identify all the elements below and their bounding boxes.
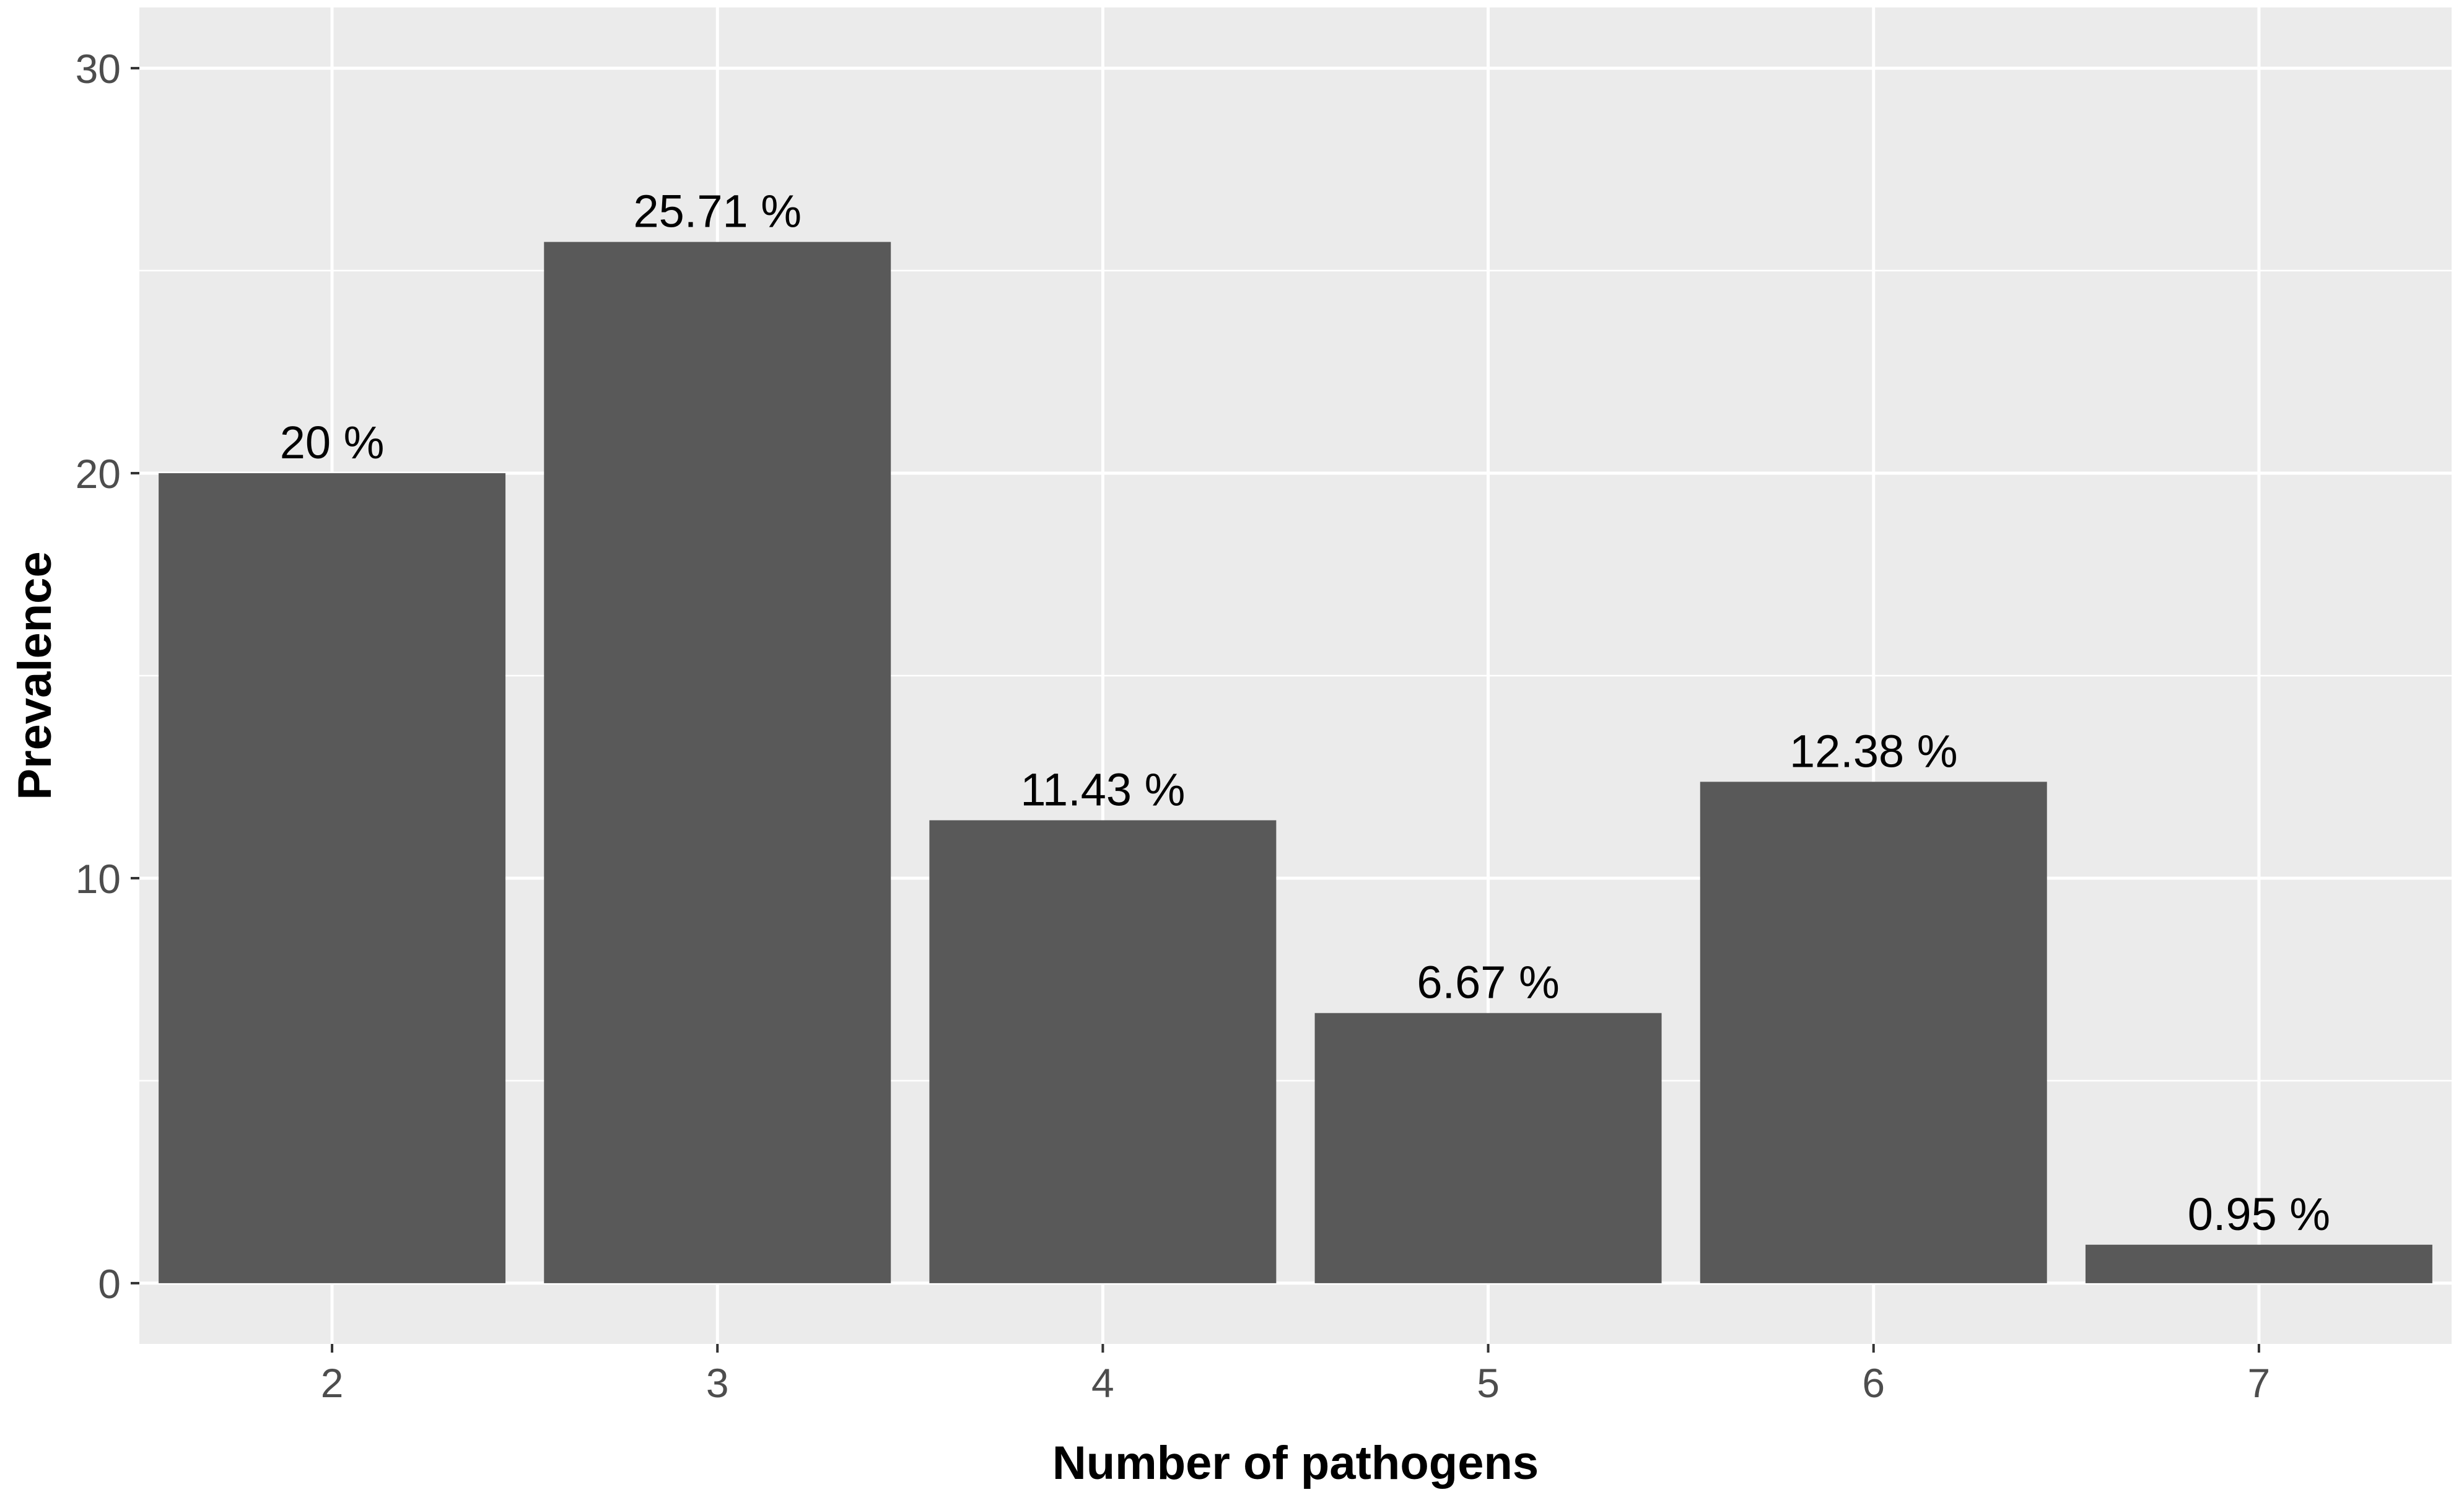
x-tick-label: 5 (1477, 1360, 1500, 1406)
x-tick-label: 3 (706, 1360, 729, 1406)
x-tick-label: 6 (1862, 1360, 1885, 1406)
bar-5 (1314, 1013, 1662, 1283)
y-tick-label: 30 (76, 46, 121, 92)
minor-gridlines (139, 269, 2452, 1082)
x-axis-title: Number of pathogens (1052, 1437, 1539, 1489)
data-label-3: 25.71 % (633, 186, 802, 237)
data-label-4: 11.43 % (1020, 764, 1185, 815)
bar-4 (929, 820, 1277, 1283)
bar-2 (159, 473, 506, 1283)
bar-6 (1700, 782, 2047, 1283)
y-axis: 0 10 20 30 (76, 46, 139, 1307)
x-axis: 2 3 4 5 6 7 (321, 1344, 2271, 1406)
bars-group (159, 242, 2432, 1283)
data-labels-group: 20 % 25.71 % 11.43 % 6.67 % 12.38 % 0.95 % (280, 186, 2330, 1240)
data-label-5: 6.67 % (1417, 957, 1559, 1008)
bar-3 (544, 242, 891, 1283)
bar-7 (2085, 1244, 2432, 1283)
x-tick-label: 4 (1091, 1360, 1114, 1406)
x-tick-label: 7 (2248, 1360, 2271, 1406)
data-label-2: 20 % (280, 417, 385, 468)
x-tick-label: 2 (321, 1360, 344, 1406)
y-tick-label: 0 (98, 1261, 121, 1307)
y-tick-label: 10 (76, 856, 121, 902)
data-label-6: 12.38 % (1789, 725, 1958, 777)
data-label-7: 0.95 % (2188, 1188, 2330, 1240)
y-tick-label: 20 (76, 451, 121, 497)
y-axis-title: Prevalence (9, 551, 61, 800)
